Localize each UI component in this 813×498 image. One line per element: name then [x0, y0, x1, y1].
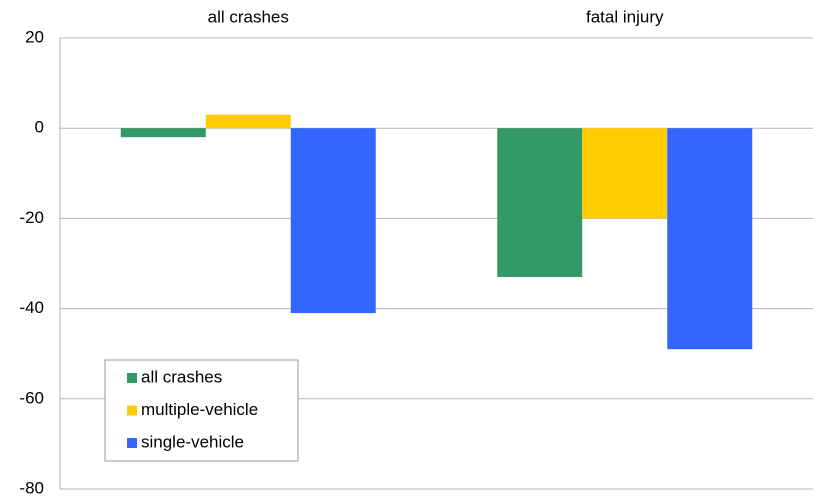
bar-layer: [120, 114, 753, 350]
y-tick-label: -60: [19, 388, 44, 407]
category-label: all crashes: [208, 7, 289, 26]
y-tick-label: 20: [25, 27, 44, 46]
bar: [290, 128, 376, 314]
bar: [667, 128, 753, 350]
legend-swatch: [127, 373, 137, 383]
y-tick-label: -20: [19, 208, 44, 227]
bar: [582, 128, 668, 219]
y-tick-label: 0: [35, 118, 44, 137]
bar: [497, 128, 583, 278]
y-tick-label: -80: [19, 478, 44, 497]
y-tick-label: -40: [19, 298, 44, 317]
category-label: fatal injury: [586, 7, 664, 26]
legend-box: [104, 359, 299, 462]
legend-label: all crashes: [141, 367, 222, 386]
legend-swatch: [127, 405, 137, 416]
legend: all crashes multiple-vehicle single-vehicl…: [104, 359, 299, 462]
bar: [120, 128, 206, 138]
legend-swatch: [127, 438, 137, 448]
legend-label: multiple-vehicle: [141, 400, 258, 419]
legend-label: single-vehicle: [141, 432, 244, 451]
bar: [205, 114, 291, 129]
